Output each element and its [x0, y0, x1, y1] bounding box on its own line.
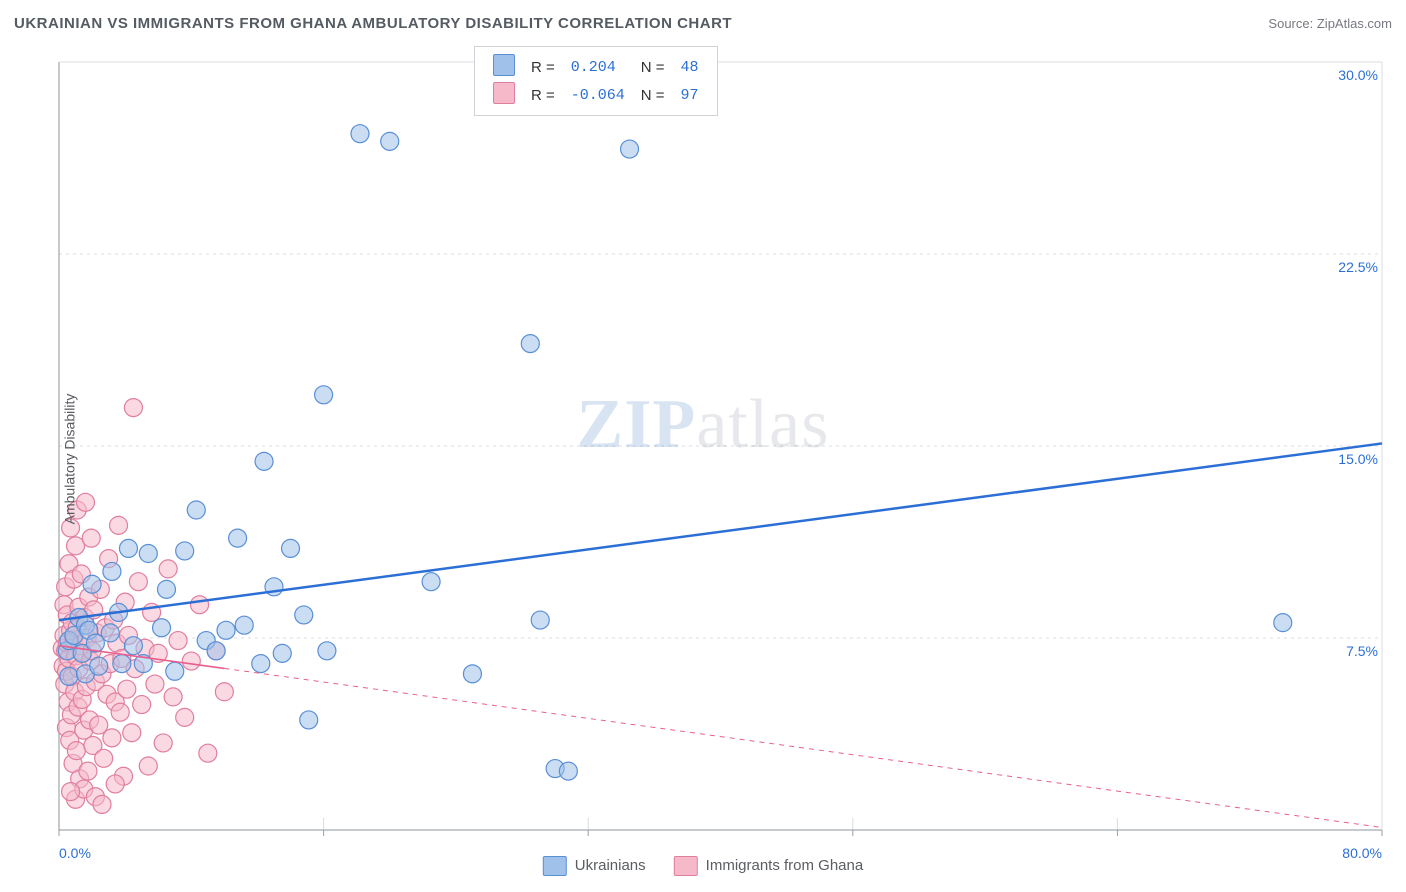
svg-text:0.0%: 0.0% [59, 845, 91, 861]
swatch-bottom-ukrainians [543, 856, 567, 876]
svg-text:15.0%: 15.0% [1338, 451, 1378, 467]
scatter-plot: 7.5% 15.0% 22.5% 30.0% 0.0% 80.0% [14, 40, 1392, 878]
y-axis-label: Ambulatory Disability [61, 394, 77, 525]
legend-series: Ukrainians Immigrants from Ghana [543, 856, 863, 876]
swatch-ghana [493, 82, 515, 104]
r-label-1: R = [523, 81, 563, 109]
swatch-bottom-ghana [674, 856, 698, 876]
svg-text:80.0%: 80.0% [1342, 845, 1382, 861]
legend-item-ghana: Immigrants from Ghana [674, 856, 864, 876]
r-value-0: 0.204 [563, 53, 633, 81]
svg-text:7.5%: 7.5% [1346, 643, 1378, 659]
legend-correlation: R = 0.204 N = 48 R = -0.064 N = 97 [474, 46, 718, 116]
header: UKRAINIAN VS IMMIGRANTS FROM GHANA AMBUL… [14, 8, 1392, 38]
swatch-ukrainians [493, 54, 515, 76]
source-name: ZipAtlas.com [1317, 16, 1392, 31]
n-label-1: N = [633, 81, 673, 109]
legend-item-ukrainians: Ukrainians [543, 856, 646, 876]
r-label-0: R = [523, 53, 563, 81]
legend-row-ghana: R = -0.064 N = 97 [485, 81, 707, 109]
legend-row-ukrainians: R = 0.204 N = 48 [485, 53, 707, 81]
r-value-1: -0.064 [563, 81, 633, 109]
svg-text:30.0%: 30.0% [1338, 67, 1378, 83]
chart-title: UKRAINIAN VS IMMIGRANTS FROM GHANA AMBUL… [14, 15, 732, 32]
svg-text:22.5%: 22.5% [1338, 259, 1378, 275]
legend-label-ukrainians: Ukrainians [575, 857, 646, 874]
chart-area: Ambulatory Disability ZIPatlas 7.5%15.0%… [14, 40, 1392, 878]
n-label-0: N = [633, 53, 673, 81]
n-value-0: 48 [673, 53, 707, 81]
source-label: Source: [1268, 16, 1313, 31]
legend-label-ghana: Immigrants from Ghana [706, 857, 864, 874]
n-value-1: 97 [673, 81, 707, 109]
source-attribution: Source: ZipAtlas.com [1268, 16, 1392, 31]
